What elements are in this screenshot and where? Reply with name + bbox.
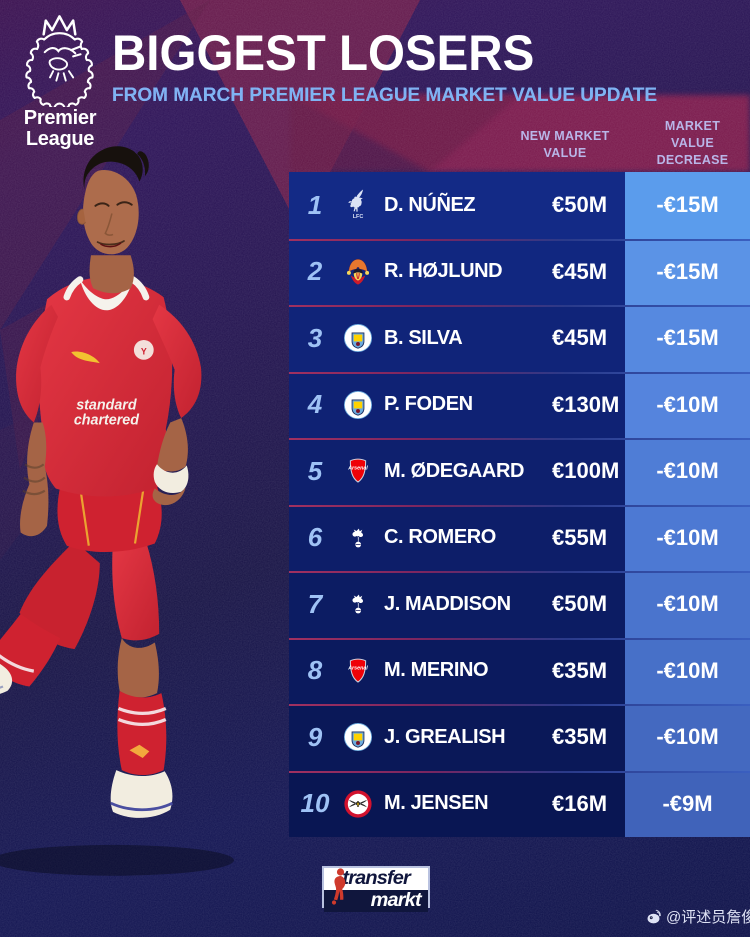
svg-text:Arsenal: Arsenal bbox=[347, 466, 368, 472]
svg-text:standard: standard bbox=[76, 397, 137, 413]
svg-text:chartered: chartered bbox=[74, 413, 139, 429]
svg-text:Arsenal: Arsenal bbox=[347, 665, 368, 671]
svg-text:LFC: LFC bbox=[353, 214, 364, 220]
svg-text:Y: Y bbox=[141, 346, 147, 356]
